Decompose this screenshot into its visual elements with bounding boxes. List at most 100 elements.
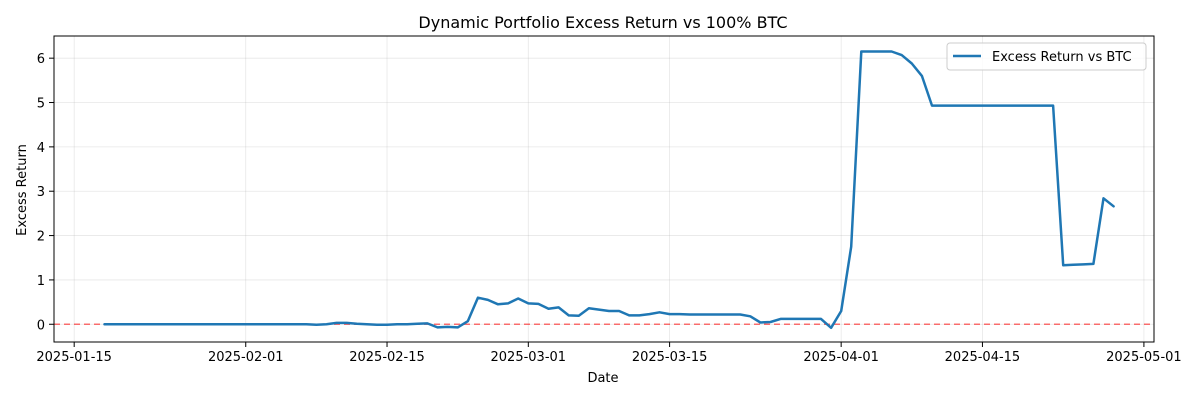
- data-point: [376, 324, 378, 326]
- data-point: [335, 322, 337, 324]
- series-group: [103, 50, 1115, 330]
- data-point: [921, 75, 923, 77]
- data-point: [346, 322, 348, 324]
- data-point: [870, 50, 872, 52]
- y-tick-label: 4: [37, 141, 45, 156]
- data-point: [527, 302, 529, 304]
- data-point: [1012, 104, 1014, 106]
- data-point: [356, 323, 358, 325]
- data-point: [810, 318, 812, 320]
- data-point: [628, 314, 630, 316]
- data-point: [325, 323, 327, 325]
- data-point: [547, 308, 549, 310]
- data-point: [850, 246, 852, 248]
- data-point: [1001, 104, 1003, 106]
- data-point: [739, 313, 741, 315]
- data-point: [830, 327, 832, 329]
- y-axis-label: Excess Return: [15, 144, 30, 236]
- data-point: [608, 310, 610, 312]
- data-point: [689, 313, 691, 315]
- data-point: [1022, 104, 1024, 106]
- data-point: [790, 318, 792, 320]
- data-point: [275, 323, 277, 325]
- data-point: [1042, 104, 1044, 106]
- data-point: [154, 323, 156, 325]
- x-tick-label: 2025-04-01: [803, 350, 879, 365]
- data-point: [487, 299, 489, 301]
- x-tick-label: 2025-02-01: [208, 350, 284, 365]
- data-point: [719, 313, 721, 315]
- x-tick-label: 2025-03-15: [632, 350, 708, 365]
- series-line: [103, 50, 1115, 330]
- legend: Excess Return vs BTC: [946, 42, 1147, 71]
- y-tick-label: 1: [37, 274, 45, 289]
- plot-frame: [53, 35, 1155, 343]
- data-point: [951, 104, 953, 106]
- data-point: [386, 324, 388, 326]
- data-point: [658, 311, 660, 313]
- data-point: [699, 313, 701, 315]
- data-point: [668, 313, 670, 315]
- data-point: [568, 314, 570, 316]
- y-tick-label: 2: [37, 230, 45, 245]
- x-axis-label: Date: [587, 371, 618, 386]
- data-point: [164, 323, 166, 325]
- data-point: [285, 323, 287, 325]
- data-point: [1052, 104, 1054, 106]
- data-point: [890, 50, 892, 52]
- data-point: [224, 323, 226, 325]
- data-point: [123, 323, 125, 325]
- data-point: [194, 323, 196, 325]
- data-point: [436, 326, 438, 328]
- data-point: [931, 104, 933, 106]
- data-point: [204, 323, 206, 325]
- data-point: [144, 323, 146, 325]
- data-point: [779, 318, 781, 320]
- data-point: [1082, 263, 1084, 265]
- x-tick-label: 2025-02-15: [349, 350, 425, 365]
- data-point: [709, 313, 711, 315]
- data-point: [840, 310, 842, 312]
- data-point: [1092, 263, 1094, 265]
- data-point: [1062, 264, 1064, 266]
- data-point: [184, 323, 186, 325]
- data-point: [991, 104, 993, 106]
- data-point: [769, 321, 771, 323]
- data-point: [315, 324, 317, 326]
- data-point: [214, 323, 216, 325]
- data-point: [638, 314, 640, 316]
- y-tick-label: 5: [37, 97, 45, 112]
- data-point: [588, 307, 590, 309]
- data-point: [860, 50, 862, 52]
- data-point: [235, 323, 237, 325]
- data-point: [416, 323, 418, 325]
- x-tick-label: 2025-01-15: [36, 350, 112, 365]
- legend-box: [946, 42, 1147, 71]
- data-point: [648, 313, 650, 315]
- data-point: [295, 323, 297, 325]
- data-point: [800, 318, 802, 320]
- data-point: [255, 323, 257, 325]
- data-point: [1112, 205, 1114, 207]
- data-point: [880, 50, 882, 52]
- data-point: [537, 303, 539, 305]
- y-tick-label: 0: [37, 318, 45, 333]
- data-point: [113, 323, 115, 325]
- data-point: [729, 313, 731, 315]
- data-point: [961, 104, 963, 106]
- data-point: [497, 303, 499, 305]
- data-point: [305, 323, 307, 325]
- data-point: [406, 323, 408, 325]
- data-point: [1072, 264, 1074, 266]
- data-point: [598, 308, 600, 310]
- data-point: [467, 320, 469, 322]
- data-point: [396, 323, 398, 325]
- data-point: [618, 310, 620, 312]
- y-tick-label: 3: [37, 185, 45, 200]
- grid: [54, 36, 1154, 342]
- y-tick-label: 6: [37, 52, 45, 67]
- data-point: [971, 104, 973, 106]
- data-point: [1032, 104, 1034, 106]
- data-point: [426, 322, 428, 324]
